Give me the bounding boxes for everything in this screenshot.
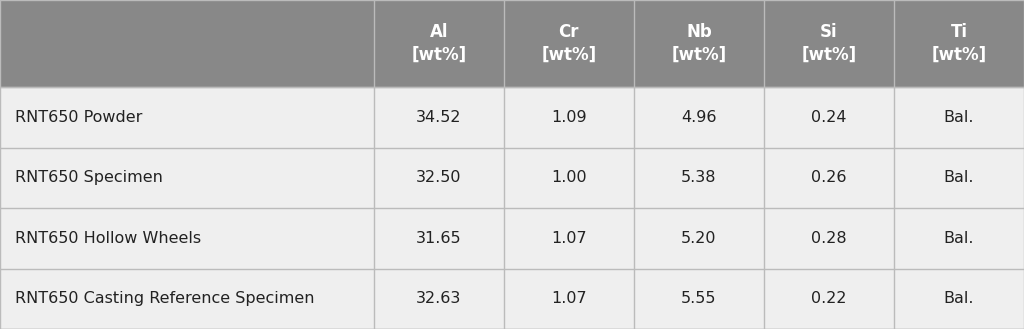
Text: Nb
[wt%]: Nb [wt%]: [672, 23, 726, 64]
Bar: [0, 208, 374, 268]
Text: Bal.: Bal.: [944, 170, 974, 185]
Bar: [374, 268, 504, 329]
Text: 0.24: 0.24: [811, 110, 847, 125]
Text: Bal.: Bal.: [944, 291, 974, 306]
Text: 0.22: 0.22: [811, 291, 847, 306]
Bar: [374, 148, 504, 208]
Bar: [504, 268, 634, 329]
Text: 1.07: 1.07: [551, 231, 587, 246]
Text: RNT650 Casting Reference Specimen: RNT650 Casting Reference Specimen: [15, 291, 314, 306]
Bar: [0, 0, 1024, 87]
Text: 31.65: 31.65: [416, 231, 462, 246]
Bar: [634, 268, 764, 329]
Text: 4.96: 4.96: [681, 110, 717, 125]
Text: 34.52: 34.52: [416, 110, 462, 125]
Text: RNT650 Hollow Wheels: RNT650 Hollow Wheels: [15, 231, 202, 246]
Text: 5.55: 5.55: [681, 291, 717, 306]
Bar: [764, 87, 894, 148]
Text: 5.20: 5.20: [681, 231, 717, 246]
Bar: [0, 87, 374, 148]
Bar: [0, 268, 374, 329]
Bar: [374, 208, 504, 268]
Bar: [0, 148, 374, 208]
Text: 5.38: 5.38: [681, 170, 717, 185]
Text: 0.28: 0.28: [811, 231, 847, 246]
Text: Bal.: Bal.: [944, 110, 974, 125]
Text: Ti
[wt%]: Ti [wt%]: [932, 23, 986, 64]
Bar: [894, 148, 1024, 208]
Text: 1.00: 1.00: [551, 170, 587, 185]
Bar: [894, 87, 1024, 148]
Bar: [764, 208, 894, 268]
Text: Bal.: Bal.: [944, 231, 974, 246]
Bar: [504, 87, 634, 148]
Bar: [634, 87, 764, 148]
Bar: [504, 208, 634, 268]
Bar: [894, 268, 1024, 329]
Text: 1.09: 1.09: [551, 110, 587, 125]
Text: RNT650 Powder: RNT650 Powder: [15, 110, 142, 125]
Bar: [634, 208, 764, 268]
Text: Cr
[wt%]: Cr [wt%]: [542, 23, 596, 64]
Text: Si
[wt%]: Si [wt%]: [802, 23, 856, 64]
Bar: [374, 87, 504, 148]
Bar: [894, 208, 1024, 268]
Bar: [634, 148, 764, 208]
Text: 0.26: 0.26: [811, 170, 847, 185]
Bar: [764, 268, 894, 329]
Text: RNT650 Specimen: RNT650 Specimen: [15, 170, 163, 185]
Bar: [504, 148, 634, 208]
Text: 32.50: 32.50: [416, 170, 462, 185]
Text: 1.07: 1.07: [551, 291, 587, 306]
Text: Al
[wt%]: Al [wt%]: [412, 23, 466, 64]
Text: 32.63: 32.63: [416, 291, 462, 306]
Bar: [764, 148, 894, 208]
